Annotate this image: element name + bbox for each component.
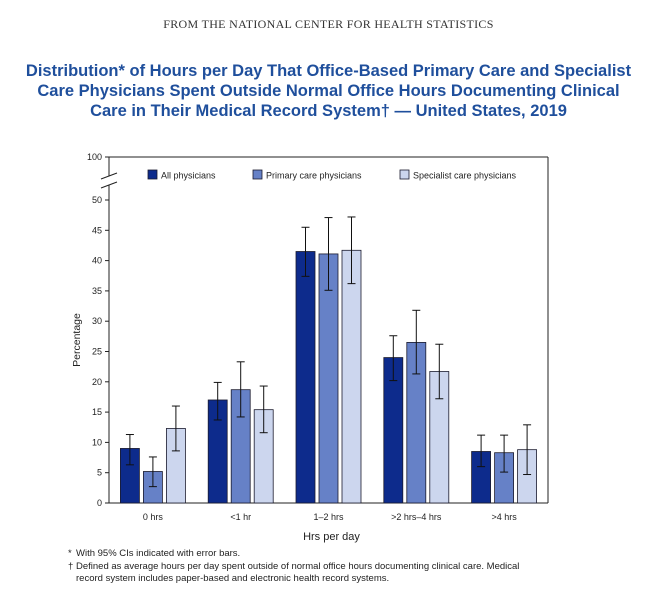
axis-break-mark (100, 181, 118, 189)
y-axis-label: Percentage (71, 313, 83, 367)
x-axis-label: Hrs per day (303, 531, 360, 543)
x-tick-label: >4 hrs (491, 512, 517, 522)
footnote-symbol: * (68, 548, 72, 559)
bar (318, 253, 339, 504)
y-tick-label: 10 (92, 437, 102, 447)
y-tick-label: 5 (97, 468, 102, 478)
x-tick-label: 1–2 hrs (313, 512, 344, 522)
footnote-text: Defined as average hours per day spent o… (76, 561, 520, 572)
footnote-definition-continued: record system includes paper-based and e… (68, 573, 389, 585)
source-header: FROM THE NATIONAL CENTER FOR HEALTH STAT… (163, 17, 494, 31)
footnote-symbol: † (68, 561, 74, 572)
legend-label: All physicians (161, 171, 216, 181)
chart-title-line: Care in Their Medical Record System† — U… (90, 102, 567, 120)
y-tick-label: 35 (92, 286, 102, 296)
x-tick-label: <1 hr (230, 512, 251, 522)
y-tick-label: 40 (92, 256, 102, 266)
y-tick-label: 20 (92, 377, 102, 387)
y-tick-label: 25 (92, 347, 102, 357)
y-tick-label: 45 (92, 225, 102, 235)
footnote-text: record system includes paper-based and e… (76, 573, 390, 584)
legend-swatch (399, 169, 410, 180)
legend-label: Specialist care physicians (413, 171, 517, 181)
legend-swatch (147, 169, 158, 180)
y-tick-label: 15 (92, 407, 102, 417)
axis-break-mark (100, 172, 118, 180)
y-tick-label: 100 (87, 152, 102, 162)
x-tick-label: >2 hrs–4 hrs (391, 512, 442, 522)
footnote-definition: † Defined as average hours per day spent … (68, 561, 519, 573)
footnote-ci: * With 95% CIs indicated with error bars. (68, 548, 240, 560)
chart-title: Distribution* of Hours per Day That Offi… (0, 61, 657, 121)
bar (341, 249, 362, 504)
bar (295, 251, 316, 504)
chart-title-line: Distribution* of Hours per Day That Offi… (25, 62, 632, 80)
legend-swatch (252, 169, 263, 180)
x-tick-label: 0 hrs (143, 512, 164, 522)
legend-label: Primary care physicians (266, 171, 362, 181)
y-tick-label: 30 (92, 316, 102, 326)
y-tick-label: 0 (97, 498, 102, 508)
y-tick-label: 50 (92, 195, 102, 205)
chart-title-line: Care Physicians Spent Outside Normal Off… (37, 82, 620, 100)
footnote-text: With 95% CIs indicated with error bars. (76, 548, 241, 559)
